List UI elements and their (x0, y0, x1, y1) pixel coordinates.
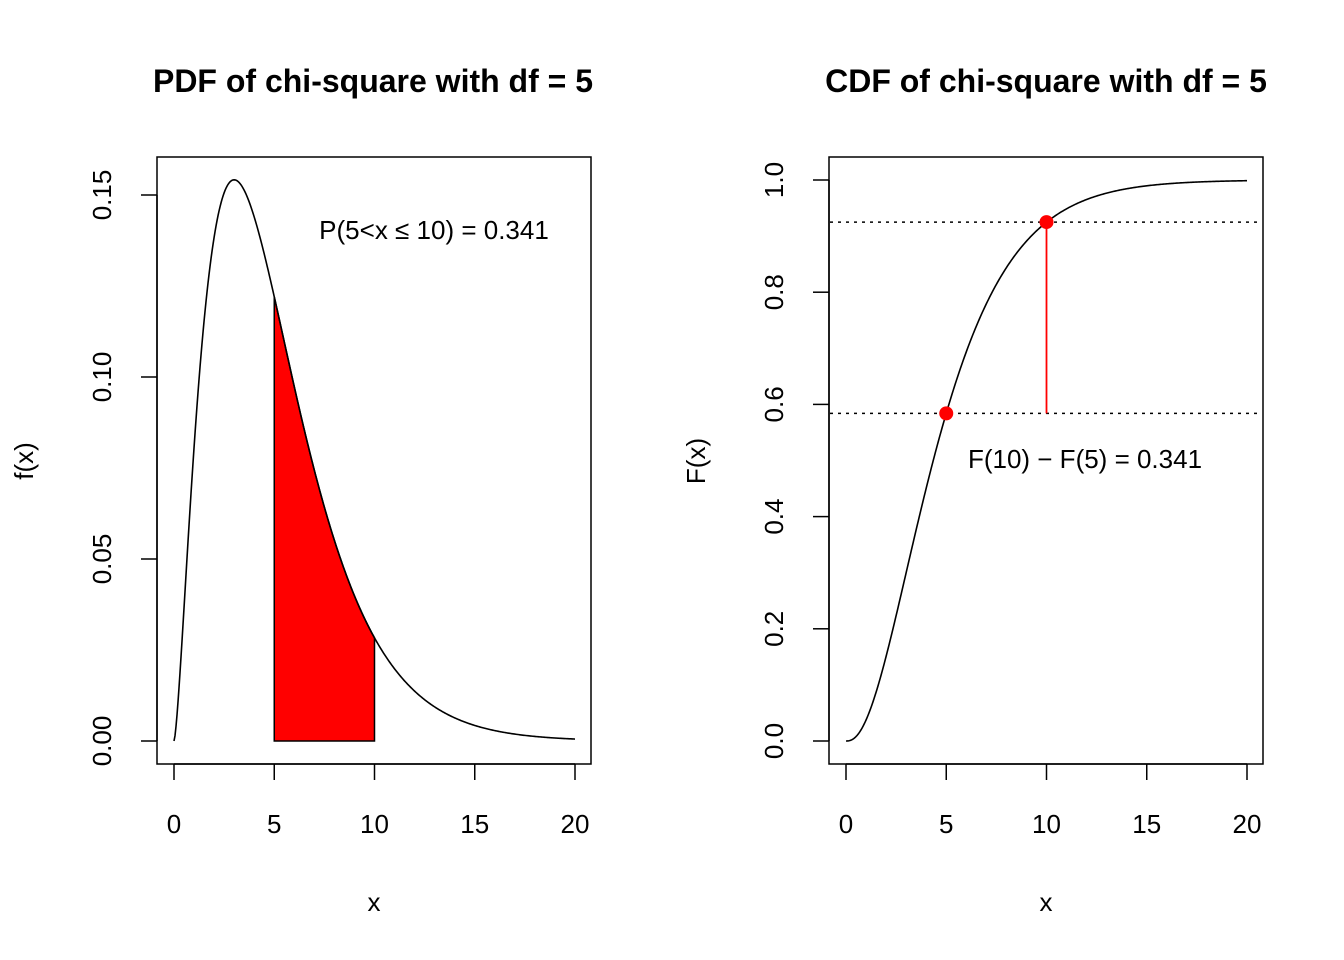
cdf-marked-point (939, 406, 954, 421)
pdf-x-tick-label: 10 (360, 809, 389, 839)
cdf-panel: CDF of chi-square with df = 5 0 5 10 15 20 0… (681, 63, 1267, 917)
pdf-x-tick-label: 0 (167, 809, 181, 839)
pdf-panel: PDF of chi-square with df = 5 0 5 10 15 20 0… (9, 63, 593, 917)
cdf-x-axis: 0 5 10 15 20 (839, 763, 1262, 839)
pdf-curve (173, 178, 576, 742)
pdf-y-axis-label: f(x) (9, 442, 39, 480)
pdf-x-axis-label: x (368, 887, 381, 917)
cdf-y-tick-label: 0.2 (759, 611, 789, 647)
pdf-x-tick-label: 15 (460, 809, 489, 839)
pdf-x-tick-label: 5 (267, 809, 281, 839)
cdf-y-tick-label: 1.0 (759, 162, 789, 198)
cdf-y-tick-label: 0.0 (759, 723, 789, 759)
pdf-y-tick-label: 0.05 (87, 534, 117, 585)
cdf-x-tick-label: 20 (1233, 809, 1262, 839)
pdf-x-axis: 0 5 10 15 20 (167, 763, 590, 839)
cdf-x-tick-label: 15 (1132, 809, 1161, 839)
pdf-y-axis: 0.00 0.05 0.10 0.15 (87, 170, 158, 767)
cdf-y-tick-label: 0.4 (759, 499, 789, 535)
cdf-y-tick-label: 0.6 (759, 386, 789, 422)
cdf-marked-points (939, 215, 1054, 421)
cdf-marked-point (1039, 215, 1054, 230)
pdf-y-tick-label: 0.15 (87, 170, 117, 221)
cdf-x-tick-label: 0 (839, 809, 853, 839)
pdf-x-tick-label: 20 (561, 809, 590, 839)
cdf-x-tick-label: 10 (1032, 809, 1061, 839)
cdf-x-axis-label: x (1040, 887, 1053, 917)
cdf-y-axis-label: F(x) (681, 438, 711, 484)
cdf-chart-title: CDF of chi-square with df = 5 (825, 63, 1267, 99)
cdf-x-tick-label: 5 (939, 809, 953, 839)
cdf-y-tick-label: 0.8 (759, 274, 789, 310)
pdf-probability-annotation: P(5<x ≤ 10) = 0.341 (319, 215, 549, 245)
pdf-y-tick-label: 0.10 (87, 352, 117, 403)
pdf-chart-title: PDF of chi-square with df = 5 (153, 63, 593, 99)
pdf-y-tick-label: 0.00 (87, 716, 117, 767)
cdf-y-axis: 0.0 0.2 0.4 0.6 0.8 1.0 (759, 162, 830, 759)
cdf-difference-annotation: F(10) − F(5) = 0.341 (968, 444, 1202, 474)
